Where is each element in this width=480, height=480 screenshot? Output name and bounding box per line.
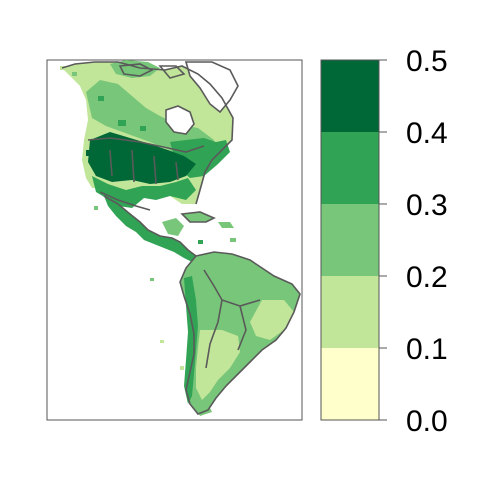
legend-swatch-0.0-0.1 [321,348,379,420]
arctic-islands [118,63,186,79]
central-america-coast [103,195,197,257]
greenland-coast [184,61,239,114]
hispaniola-island [218,222,234,228]
raster-patch [150,278,154,281]
raster-patch [94,206,98,210]
border-layer [61,61,301,415]
raster-patch [180,366,184,370]
legend-tick-label: 0.0 [406,405,448,438]
legend-tick-label: 0.3 [406,189,448,222]
legend-swatch-0.2-0.3 [321,204,379,276]
north-america-coastline [61,61,234,205]
us-canada-border [87,137,205,153]
eastern-brazil-zone [250,300,294,340]
raster-patch [86,150,92,156]
cuba-island [182,212,214,222]
us-state-lines [109,149,179,185]
raster-patch [118,120,126,126]
central-us-core [88,132,196,184]
raster-patch [198,240,203,244]
legend-swatch-0.1-0.2 [321,276,379,348]
legend-tick-label: 0.1 [406,333,448,366]
legend-tick-label: 0.5 [406,45,448,78]
raster-patch [230,238,236,242]
cuba-coast [180,211,216,223]
hudson-bay-water [166,106,194,134]
arctic-island-patch [110,60,160,78]
south-america-coast [179,251,301,415]
yucatan-land [162,218,184,236]
raster-patch [98,96,104,101]
legend-swatch-0.4-0.5 [321,60,379,132]
raster-patch [160,340,164,343]
legend-tick-label: 0.4 [406,117,448,150]
raster-patch [140,126,146,131]
legend-swatch-0.3-0.4 [321,132,379,204]
hudson-bay-coast [165,105,195,135]
legend-tick-label: 0.2 [406,261,448,294]
legend-frame [320,59,380,421]
us-mexico-border [99,191,151,211]
south-america-borders [203,269,261,369]
raster-patch [72,72,77,76]
southern-cone-zone [196,330,240,400]
